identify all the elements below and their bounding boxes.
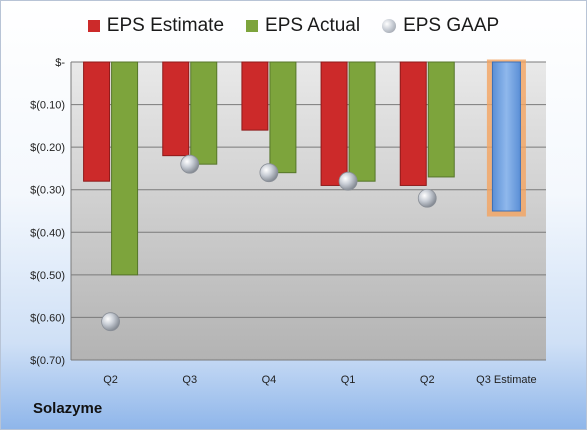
y-tick-label: $(0.30): [30, 185, 65, 197]
legend-item-eps-actual: EPS Actual: [246, 15, 360, 37]
eps-estimate-bar: [83, 61, 111, 182]
legend-item-eps-gaap: EPS GAAP: [382, 15, 499, 37]
y-tick-label: $(0.70): [30, 355, 65, 367]
x-tick-label: Q4: [262, 374, 277, 386]
legend-label-eps-gaap: EPS GAAP: [403, 15, 500, 36]
y-tick-label: $-: [55, 57, 65, 69]
legend-item-eps-estimate: EPS Estimate: [87, 15, 225, 37]
eps-estimate-bar: [320, 61, 348, 186]
x-tick-label: Q1: [341, 374, 356, 386]
q3-estimate-bar: [491, 61, 521, 212]
x-tick-label: Q3 Estimate: [476, 374, 537, 386]
eps-estimate-bar: [399, 61, 427, 186]
x-tick-label: Q2: [103, 374, 118, 386]
eps-gaap-point: [101, 312, 120, 332]
plot-area: [71, 62, 546, 360]
legend-swatch-eps-gaap: [382, 19, 397, 33]
company-name: Solazyme: [33, 400, 103, 417]
legend-swatch-eps-actual: [246, 20, 259, 32]
chart-legend: EPS Estimate EPS Actual EPS GAAP: [1, 15, 586, 37]
x-tick-label: Q2: [420, 374, 435, 386]
y-tick-label: $(0.40): [30, 227, 65, 239]
eps-estimate-bar: [241, 61, 269, 131]
legend-label-eps-estimate: EPS Estimate: [106, 15, 225, 36]
eps-actual-bar: [269, 61, 297, 174]
y-tick-label: $(0.20): [30, 142, 65, 154]
y-tick-label: $(0.50): [30, 270, 65, 282]
legend-label-eps-actual: EPS Actual: [265, 15, 361, 36]
eps-gaap-point: [338, 171, 358, 191]
eps-actual-bar: [111, 61, 139, 276]
y-tick-label: $(0.10): [30, 100, 65, 112]
eps-gaap-point: [417, 188, 437, 208]
y-tick-label: $(0.60): [30, 312, 65, 324]
eps-actual-bar: [190, 61, 218, 165]
eps-actual-bar: [348, 61, 376, 182]
legend-swatch-eps-estimate: [87, 20, 100, 32]
eps-gaap-point: [180, 154, 200, 174]
eps-estimate-bar: [162, 61, 190, 157]
x-tick-label: Q3: [182, 374, 197, 386]
eps-gaap-point: [259, 163, 279, 183]
eps-actual-bar: [427, 61, 455, 178]
